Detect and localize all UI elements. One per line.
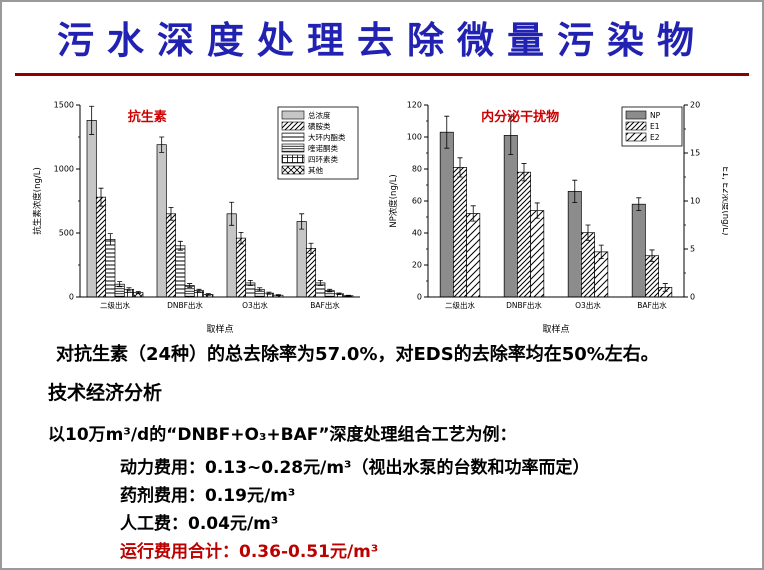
svg-text:E1: E1 [650, 122, 660, 131]
svg-text:0: 0 [690, 293, 695, 302]
svg-text:20: 20 [412, 261, 422, 270]
svg-text:100: 100 [407, 133, 422, 142]
svg-text:二级出水: 二级出水 [100, 300, 130, 310]
svg-text:20: 20 [690, 101, 700, 110]
svg-text:抗生素: 抗生素 [128, 109, 167, 125]
svg-text:二级出水: 二级出水 [445, 300, 475, 310]
svg-text:磺胺类: 磺胺类 [308, 121, 331, 131]
svg-text:DNBF出水: DNBF出水 [167, 300, 203, 310]
cost-line-power: 动力费用：0.13~0.28元/m³（视出水泵的台数和功率而定） [120, 458, 590, 478]
svg-text:0: 0 [417, 293, 422, 302]
svg-text:80: 80 [412, 165, 422, 174]
svg-text:四环素类: 四环素类 [308, 154, 338, 164]
cost-line-total: 运行费用合计：0.36-0.51元/m³ [120, 542, 379, 562]
cost-lines: 动力费用：0.13~0.28元/m³（视出水泵的台数和功率而定） 药剂费用：0.… [120, 454, 590, 566]
svg-text:BAF出水: BAF出水 [310, 300, 340, 310]
svg-text:BAF出水: BAF出水 [637, 300, 667, 310]
svg-text:500: 500 [59, 229, 74, 238]
economics-heading: 技术经济分析 [48, 382, 163, 404]
svg-text:1000: 1000 [54, 165, 74, 174]
svg-text:E1, E2浓度(ng/L): E1, E2浓度(ng/L) [720, 167, 728, 236]
svg-text:60: 60 [412, 197, 422, 206]
antibiotics-bar-chart: 0 500 1000 1500 二级出水 DNBF出水 O3出水 BAF出水取样点 抗生素浓度(… [30, 95, 368, 337]
economics-intro: 以10万m³/d的“DNBF+O₃+BAF”深度处理组合工艺为例： [48, 425, 517, 445]
svg-text:120: 120 [407, 101, 422, 110]
cost-line-labor: 人工费：0.04元/m³ [120, 514, 279, 534]
svg-text:10: 10 [690, 197, 700, 206]
svg-text:O3出水: O3出水 [575, 300, 601, 310]
svg-text:取样点: 取样点 [542, 323, 569, 335]
svg-text:E2: E2 [650, 133, 660, 142]
svg-text:NP浓度(ng/L): NP浓度(ng/L) [388, 174, 399, 228]
endocrine-disruptors-bar-chart: 0 20 40 60 80 100 120 0 5 10 15 20 二级出水 DNBF出水 O3出水 BAF… [386, 95, 728, 337]
title-underline [15, 73, 749, 76]
svg-text:5: 5 [690, 245, 695, 254]
svg-text:抗生素浓度(ng/L): 抗生素浓度(ng/L) [32, 167, 43, 235]
page-title: 污水深度处理去除微量污染物 [57, 19, 707, 62]
svg-text:15: 15 [690, 149, 700, 158]
svg-text:DNBF出水: DNBF出水 [506, 300, 542, 310]
svg-text:大环内酯类: 大环内酯类 [308, 132, 346, 142]
svg-text:O3出水: O3出水 [242, 300, 268, 310]
cost-line-chemicals: 药剂费用：0.19元/m³ [120, 486, 296, 506]
svg-text:取样点: 取样点 [206, 323, 233, 335]
svg-text:其他: 其他 [308, 165, 323, 175]
svg-text:总浓度: 总浓度 [308, 110, 331, 120]
svg-text:内分泌干扰物: 内分泌干扰物 [481, 109, 559, 125]
svg-text:NP: NP [650, 111, 661, 120]
removal-rate-summary: 对抗生素（24种）的总去除率为57.0%，对EDS的去除率均在50%左右。 [56, 344, 659, 365]
svg-text:0: 0 [69, 293, 74, 302]
svg-text:40: 40 [412, 229, 422, 238]
svg-text:1500: 1500 [54, 101, 74, 110]
svg-text:喹诺酮类: 喹诺酮类 [308, 143, 338, 153]
